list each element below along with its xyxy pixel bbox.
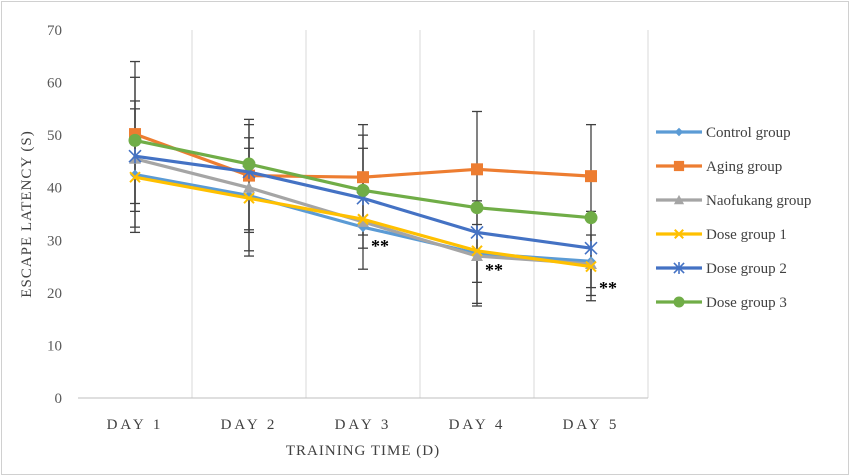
legend-item: Control group <box>656 125 791 141</box>
vertical-grid <box>191 30 649 398</box>
series-dose-group-1 <box>129 171 597 273</box>
x-tick-label: DAY 3 <box>335 417 392 433</box>
significance-stars: ** <box>371 236 389 256</box>
legend-item: Dose group 1 <box>656 227 787 243</box>
x-marker <box>471 245 483 257</box>
star-marker <box>128 149 142 164</box>
triangle-marker <box>673 194 685 205</box>
y-tick-label: 50 <box>47 128 62 144</box>
x-axis-ticks: DAY 1 DAY 2 DAY 3 DAY 4 DAY 5 <box>107 417 620 433</box>
y-tick-label: 30 <box>47 233 62 249</box>
legend-label: Aging group <box>706 159 782 175</box>
triangle-marker <box>357 215 369 227</box>
legend-label: Naofukang group <box>706 193 811 209</box>
y-tick-label: 60 <box>47 76 62 92</box>
y-tick-label: 40 <box>47 181 62 197</box>
error-bars <box>130 60 596 307</box>
x-marker-stroke <box>243 192 255 204</box>
x-marker <box>585 260 597 273</box>
legend-item: Aging group <box>656 159 782 175</box>
legend-item: Dose group 2 <box>656 261 787 277</box>
x-tick-label: DAY 5 <box>563 417 620 433</box>
legend-label: Dose group 1 <box>706 227 787 243</box>
x-marker <box>357 213 369 225</box>
diamond-marker <box>674 127 684 137</box>
legend-label: Control group <box>706 125 791 141</box>
series-dose-group-3 <box>128 133 598 225</box>
x-tick-label: DAY 4 <box>449 417 506 433</box>
circle-marker <box>356 183 370 197</box>
legend-item: Naofukang group <box>656 193 811 209</box>
circle-marker <box>584 211 598 225</box>
x-marker-stroke <box>471 245 483 257</box>
square-marker <box>585 170 597 183</box>
series-lines <box>128 128 598 273</box>
triangle-marker <box>471 250 483 262</box>
x-tick-label: DAY 2 <box>221 417 278 433</box>
x-marker <box>674 229 684 239</box>
star-marker <box>673 262 685 274</box>
y-tick-label: 10 <box>47 338 62 354</box>
y-axis-title: ESCAPE LATENCY (S) <box>19 130 35 297</box>
significance-stars: ** <box>485 260 503 280</box>
star-marker <box>584 241 598 256</box>
significance-stars: ** <box>599 278 617 298</box>
triangle-marker <box>243 181 255 193</box>
legend: Control group Aging group Naofukang group D… <box>656 125 811 311</box>
y-tick-label: 0 <box>55 391 63 407</box>
circle-marker <box>242 157 256 171</box>
series-naofukang-group <box>129 152 597 269</box>
x-tick-label: DAY 1 <box>107 417 164 433</box>
star-marker <box>470 225 484 240</box>
significance-annotations: ** ** ** <box>371 236 617 298</box>
legend-item: Dose group 3 <box>656 295 787 311</box>
y-axis-ticks: 0 10 20 30 40 50 60 70 <box>47 23 62 407</box>
x-marker-stroke <box>585 260 597 273</box>
x-marker <box>129 171 141 183</box>
series-aging-group <box>129 128 597 184</box>
square-marker <box>673 160 685 172</box>
circle-marker <box>470 201 484 215</box>
square-marker <box>357 171 369 184</box>
x-marker <box>243 192 255 204</box>
circle-marker <box>673 296 685 308</box>
circle-marker <box>128 133 142 147</box>
x-marker-stroke <box>357 213 369 225</box>
legend-label: Dose group 2 <box>706 261 787 277</box>
legend-label: Dose group 3 <box>706 295 787 311</box>
y-tick-label: 20 <box>47 286 62 302</box>
x-axis-title: TRAINING TIME (D) <box>286 443 440 459</box>
x-marker-stroke <box>129 171 141 183</box>
x-marker-stroke <box>674 229 684 239</box>
y-tick-label: 70 <box>47 23 62 39</box>
square-marker <box>471 163 483 176</box>
